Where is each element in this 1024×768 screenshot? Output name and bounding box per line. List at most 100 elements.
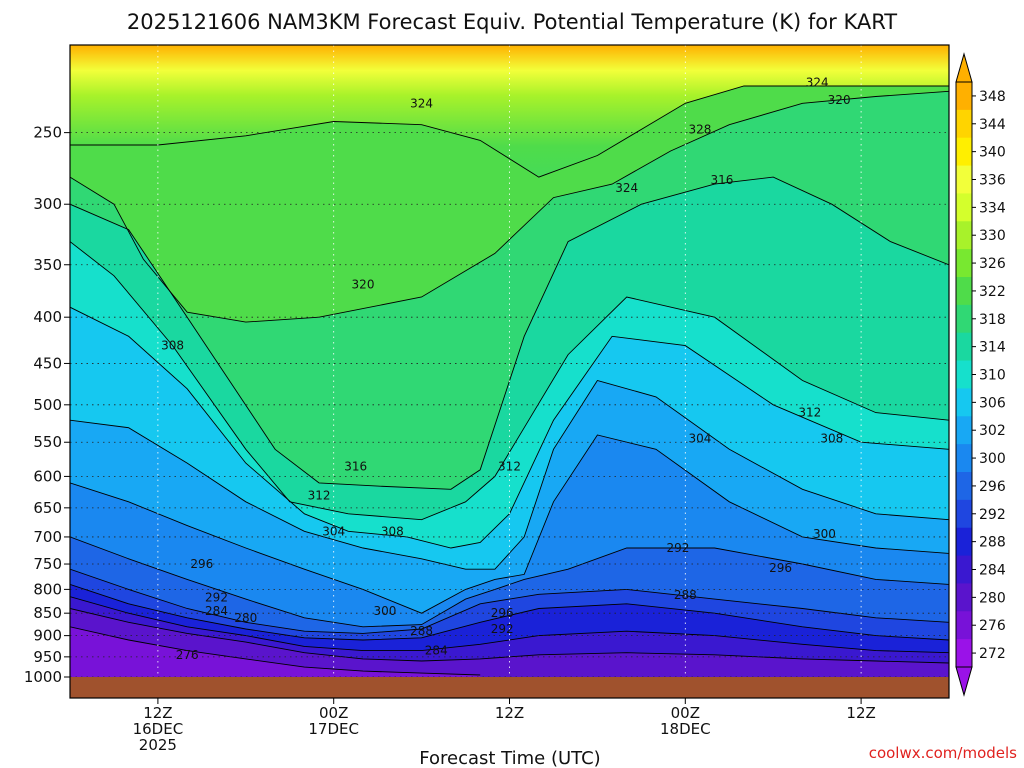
colorbar-label: 334 xyxy=(979,200,1006,216)
colorbar-segment xyxy=(956,639,972,668)
colorbar-segment xyxy=(956,444,972,473)
y-tick-label: 400 xyxy=(33,308,62,326)
x-tick-label: 12Z xyxy=(495,704,524,722)
ground-strip xyxy=(70,677,949,698)
contour-label: 308 xyxy=(161,339,184,353)
contour-316 xyxy=(70,176,949,490)
contour-label: 288 xyxy=(410,624,433,638)
colorbar-label: 300 xyxy=(979,451,1006,467)
x-tick-label: 12Z xyxy=(143,704,172,722)
contour-288 xyxy=(70,583,949,641)
contour-292 xyxy=(70,568,949,634)
y-tick-label: 900 xyxy=(33,627,62,645)
contour-label: 300 xyxy=(374,604,397,618)
y-tick-label: 1000 xyxy=(24,668,62,686)
y-tick-label: 650 xyxy=(33,499,62,517)
contour-label: 312 xyxy=(308,489,331,503)
x-tick-label: 18DEC xyxy=(660,720,711,738)
contour-324 xyxy=(70,85,949,178)
colorbar-label: 310 xyxy=(979,368,1006,384)
band-276 xyxy=(70,626,481,677)
colorbar-label: 284 xyxy=(979,563,1006,579)
contour-labels: 324 324 328 324 320 316 320 308 312 308 304 316 312 3… xyxy=(161,75,850,661)
colorbar-segment xyxy=(956,611,972,640)
contour-label: 320 xyxy=(352,277,375,291)
contour-284 xyxy=(70,596,949,654)
y-tick-label: 600 xyxy=(33,467,62,485)
contour-label: 308 xyxy=(820,432,843,446)
colorbar-label: 292 xyxy=(979,507,1006,523)
colorbar-segment xyxy=(956,109,972,139)
colorbar-segment xyxy=(956,165,972,194)
contour-label: 312 xyxy=(498,459,521,473)
contour-308 xyxy=(70,306,949,549)
y-tick-label: 800 xyxy=(33,580,62,598)
colorbar-bottom-arrow xyxy=(955,666,973,697)
y-tick-label: 850 xyxy=(33,604,62,622)
gridlines xyxy=(70,45,949,677)
colorbar-top-arrow xyxy=(955,52,973,83)
contour-label: 284 xyxy=(205,604,228,618)
colorbar-segment xyxy=(956,193,972,222)
x-tick-label: 2025 xyxy=(139,736,177,754)
colorbar-segment xyxy=(956,527,972,557)
colorbar-label: 330 xyxy=(979,228,1006,244)
contour-label: 308 xyxy=(381,524,404,538)
colorbar-label: 296 xyxy=(979,479,1006,495)
band-280 xyxy=(70,608,949,677)
y-tick-label: 300 xyxy=(33,195,62,213)
contour-276 xyxy=(70,626,481,676)
colorbar-label: 348 xyxy=(979,89,1006,105)
contour-label: 324 xyxy=(615,181,638,195)
contour-label: 304 xyxy=(688,432,711,446)
colorbar-segment xyxy=(956,221,972,250)
colorbar-label: 322 xyxy=(979,284,1006,300)
colorbar-label: 276 xyxy=(979,618,1006,634)
x-tick-label: 00Z xyxy=(319,704,348,722)
y-tick-label: 350 xyxy=(33,256,62,274)
x-tick-label: 17DEC xyxy=(308,720,359,738)
colorbar-segment xyxy=(956,499,972,529)
contour-280 xyxy=(70,608,949,664)
colorbar-label: 326 xyxy=(979,256,1006,272)
colorbar-label: 318 xyxy=(979,312,1006,328)
contour-label: 276 xyxy=(176,648,199,662)
x-tick-label: 00Z xyxy=(671,704,700,722)
colorbar-label: 302 xyxy=(979,423,1006,439)
chart-title: 2025121606 NAM3KM Forecast Equiv. Potent… xyxy=(127,10,897,34)
colorbar-segment xyxy=(956,332,972,362)
contour-label: 280 xyxy=(234,611,257,625)
contour-label: 292 xyxy=(205,591,228,605)
contour-label: 292 xyxy=(667,541,690,555)
colorbar-label: 288 xyxy=(979,535,1006,551)
contour-label: 304 xyxy=(322,524,345,538)
contour-label: 292 xyxy=(491,622,514,636)
y-tick-label: 450 xyxy=(33,354,62,372)
y-tick-label: 700 xyxy=(33,528,62,546)
contour-label: 328 xyxy=(688,122,711,136)
colorbar-segment xyxy=(956,82,972,111)
colorbar-segment xyxy=(956,304,972,334)
x-tick-label: 16DEC xyxy=(133,720,184,738)
contour-label: 284 xyxy=(425,644,448,658)
contour-label: 316 xyxy=(710,173,733,187)
contour-312 xyxy=(70,241,949,521)
contour-296 xyxy=(70,536,949,628)
colorbar-label: 306 xyxy=(979,395,1006,411)
colorbar-label: 340 xyxy=(979,145,1006,161)
colorbar-segment xyxy=(956,137,972,167)
colorbar-label: 272 xyxy=(979,646,1006,662)
colorbar-segment xyxy=(956,360,972,389)
x-tick-label: 12Z xyxy=(846,704,875,722)
y-tick-label: 500 xyxy=(33,396,62,414)
contour-label: 300 xyxy=(813,527,836,541)
contour-304 xyxy=(70,379,949,570)
colorbar-segment xyxy=(956,583,972,612)
contour-label: 296 xyxy=(491,606,514,620)
contour-label: 320 xyxy=(828,93,851,107)
y-tick-label: 250 xyxy=(33,124,62,142)
colorbar-label: 314 xyxy=(979,340,1006,356)
colorbar-segment xyxy=(956,388,972,417)
